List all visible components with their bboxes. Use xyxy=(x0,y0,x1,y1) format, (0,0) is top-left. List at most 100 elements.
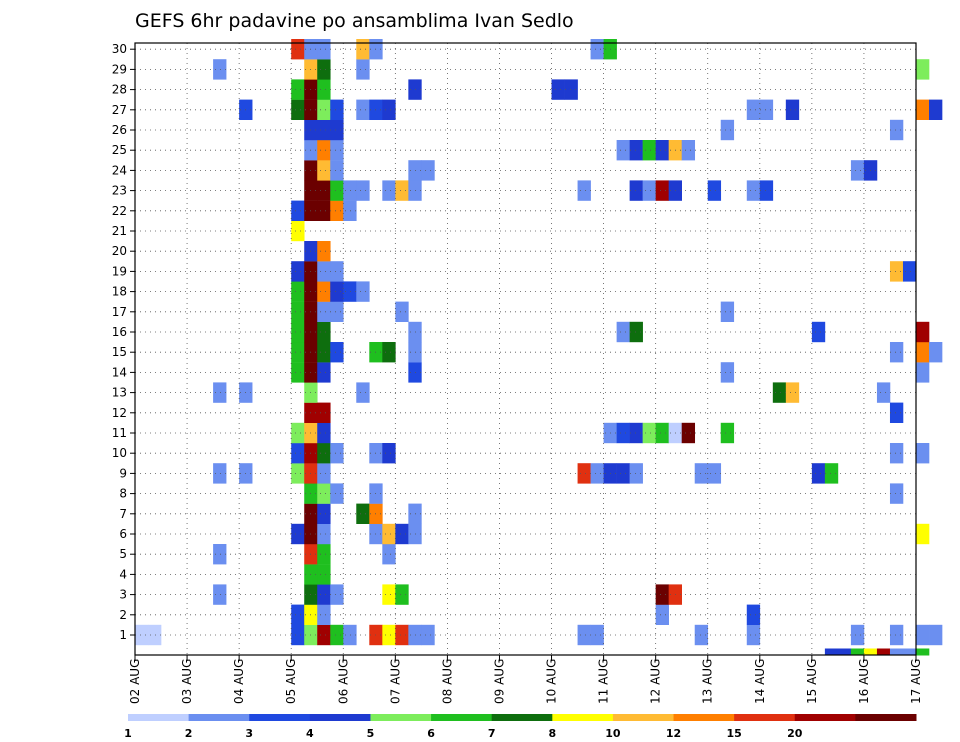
heatmap-cell xyxy=(317,301,331,322)
y-tick-label: 15 xyxy=(112,345,127,359)
y-tick-label: 6 xyxy=(119,527,127,541)
heatmap-cell xyxy=(916,443,930,464)
legend-label: 8 xyxy=(548,727,556,740)
heatmap-cell xyxy=(382,443,396,464)
heatmap-cell xyxy=(395,301,409,322)
heatmap-cell xyxy=(330,160,344,181)
heatmap-cell xyxy=(577,463,591,484)
heatmap-cell xyxy=(889,402,904,423)
heatmap-cell xyxy=(291,362,305,383)
x-tick-label: 11 AUG xyxy=(597,659,611,704)
grid-lines xyxy=(134,43,917,655)
heatmap-cell xyxy=(929,99,943,120)
heatmap-cell xyxy=(720,422,735,444)
y-tick-label: 20 xyxy=(112,244,127,258)
legend-label: 12 xyxy=(666,727,681,740)
heatmap-cell xyxy=(642,180,656,201)
heatmap-cell xyxy=(590,39,604,60)
heatmap-cell xyxy=(317,321,331,343)
y-tick-label: 23 xyxy=(112,184,127,198)
legend-swatch xyxy=(188,714,250,721)
heatmap-cell xyxy=(213,382,227,403)
x-tick-label: 04 AUG xyxy=(232,659,246,704)
heatmap-cell xyxy=(291,301,305,322)
heatmap-cell xyxy=(824,463,839,484)
heatmap-cell xyxy=(317,281,331,302)
heatmap-cell xyxy=(889,342,904,363)
y-tick-label: 16 xyxy=(112,325,127,339)
heatmap-cell xyxy=(317,39,331,60)
y-tick-label: 2 xyxy=(119,608,127,622)
y-tick-label: 19 xyxy=(112,264,127,278)
legend-swatch xyxy=(370,714,432,721)
legend-swatch xyxy=(734,714,796,721)
x-tick-label: 14 AUG xyxy=(753,659,767,704)
heatmap-cell xyxy=(681,140,696,161)
heatmap-cell xyxy=(694,624,709,646)
legend-swatch xyxy=(128,714,190,721)
heatmap-cell xyxy=(291,321,305,343)
heatmap-cell xyxy=(356,382,370,403)
heatmap-cell xyxy=(317,483,331,504)
heatmap-cell xyxy=(902,648,917,656)
heatmap-cell xyxy=(382,180,396,201)
y-tick-label: 8 xyxy=(119,487,127,501)
heatmap-cell xyxy=(889,483,904,504)
x-tick-label: 15 AUG xyxy=(805,659,819,704)
legend-swatch xyxy=(431,714,493,721)
y-tick-label: 28 xyxy=(112,83,127,97)
y-tick-label: 22 xyxy=(112,204,127,218)
heatmap-cell xyxy=(655,180,669,201)
heatmap-cell xyxy=(590,624,604,646)
heatmap-cell xyxy=(291,220,305,242)
y-tick-label: 30 xyxy=(112,42,127,56)
heatmap-cell xyxy=(291,39,305,60)
heatmap-cell xyxy=(916,99,930,120)
heatmap-cells xyxy=(135,39,943,656)
heatmap-cell xyxy=(655,584,669,605)
heatmap-cell xyxy=(772,382,787,403)
x-tick-label: 12 AUG xyxy=(649,659,663,704)
heatmap-cell xyxy=(291,604,305,625)
heatmap-cell xyxy=(863,648,878,656)
y-tick-label: 11 xyxy=(112,426,127,440)
heatmap-cell xyxy=(759,99,774,120)
heatmap-cell xyxy=(395,180,409,201)
heatmap-cell xyxy=(291,342,305,363)
heatmap-cell xyxy=(746,604,761,625)
heatmap-cell xyxy=(564,79,578,100)
legend-label: 3 xyxy=(245,727,253,740)
legend-label: 6 xyxy=(427,727,435,740)
heatmap-cell xyxy=(317,523,331,545)
heatmap-cell xyxy=(291,422,305,444)
heatmap-cell xyxy=(291,463,305,484)
heatmap-cell xyxy=(291,99,305,120)
heatmap-cell xyxy=(317,140,331,161)
heatmap-cell xyxy=(395,624,409,646)
heatmap-cell xyxy=(694,463,709,484)
heatmap-cell xyxy=(629,463,643,484)
heatmap-cell xyxy=(382,342,396,363)
heatmap-cell xyxy=(317,180,331,201)
heatmap-cell xyxy=(616,321,630,343)
heatmap-cell xyxy=(720,119,735,141)
heatmap-cell xyxy=(148,624,162,646)
heatmap-cell xyxy=(746,624,761,646)
heatmap-cell xyxy=(929,342,943,363)
y-axis-ticks: 1234567891011121314151617181920212223242… xyxy=(112,42,135,642)
heatmap-cell xyxy=(759,180,774,201)
heatmap-cell xyxy=(707,180,722,201)
heatmap-cell xyxy=(551,79,565,100)
heatmap-cell xyxy=(916,59,930,80)
heatmap-cell xyxy=(330,342,344,363)
heatmap-cell xyxy=(395,584,409,605)
heatmap-cell xyxy=(317,261,331,282)
heatmap-cell xyxy=(889,443,904,464)
legend-label: 4 xyxy=(306,727,314,740)
heatmap-cell xyxy=(382,99,396,120)
heatmap-cell xyxy=(317,362,331,383)
x-tick-label: 03 AUG xyxy=(180,659,194,704)
heatmap-cell xyxy=(291,200,305,221)
y-tick-label: 1 xyxy=(119,628,127,642)
